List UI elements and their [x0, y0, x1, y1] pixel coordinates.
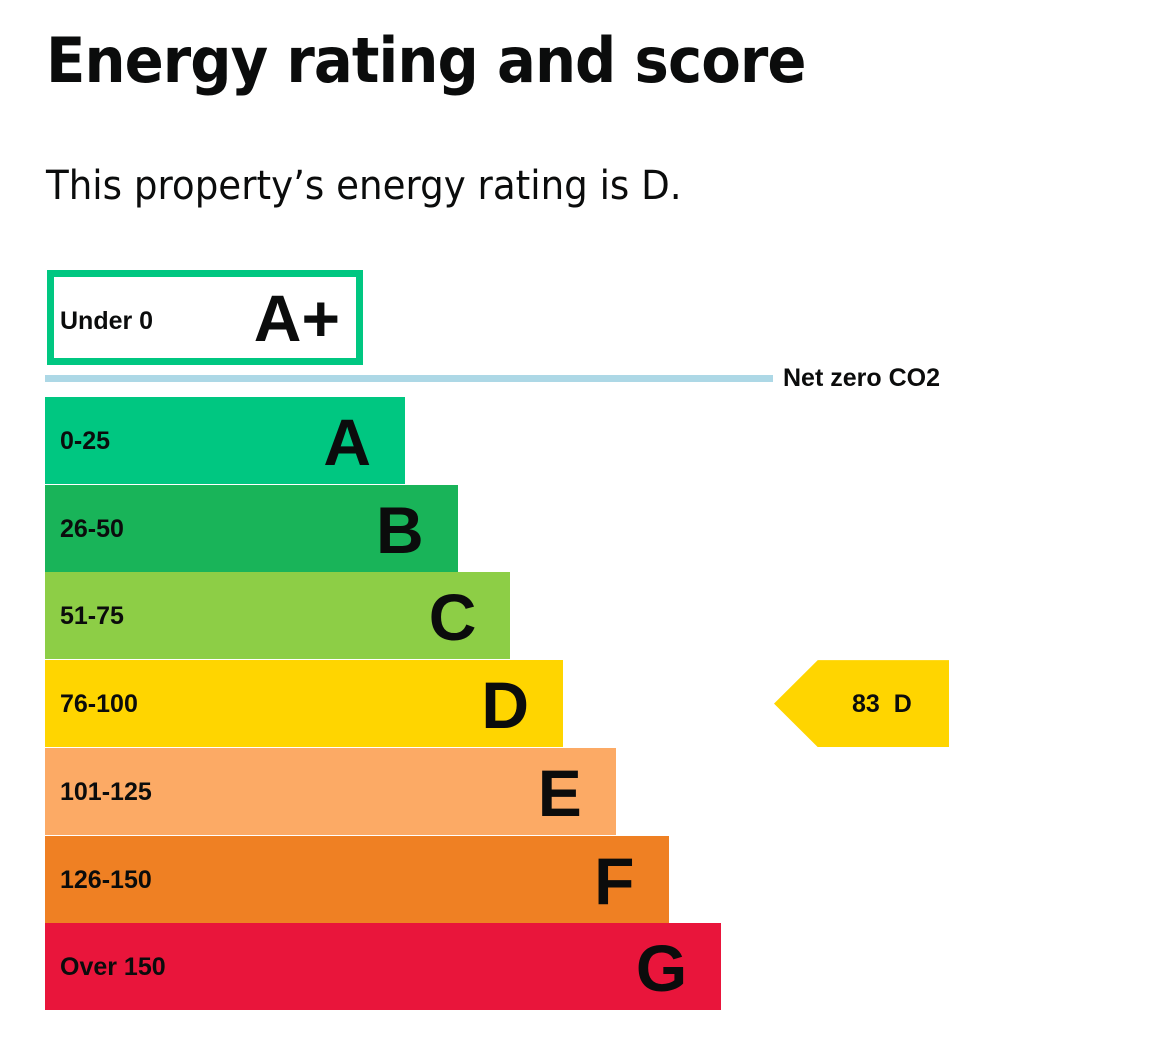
band-range: 51-75	[60, 602, 124, 631]
band-g: Over 150 G	[45, 923, 722, 1011]
band-a: 0-25 A	[45, 397, 405, 484]
band-d: 76-100 D	[45, 660, 564, 748]
band-b: 26-50 B	[45, 484, 458, 572]
band-c: 51-75 C	[45, 572, 511, 660]
band-range: 0-25	[60, 427, 111, 455]
band-range: 76-100	[60, 690, 138, 719]
band-letter: D	[481, 668, 530, 743]
band-letter: B	[376, 492, 424, 567]
band-f: 126-150 F	[45, 835, 669, 923]
band-range: 126-150	[60, 865, 152, 894]
net-zero-line	[45, 375, 773, 382]
band-range: Under 0	[60, 307, 154, 335]
current-rating-pointer: 83 D	[774, 660, 949, 748]
band-letter: E	[537, 755, 582, 830]
band-letter: G	[635, 931, 688, 1006]
page-title: Energy rating and score	[46, 24, 806, 97]
band-range: 26-50	[60, 514, 124, 543]
band-range: 101-125	[60, 777, 152, 806]
net-zero-label: Net zero CO2	[783, 364, 940, 392]
band-letter: A	[323, 405, 371, 479]
band-range: Over 150	[60, 953, 166, 982]
band-letter: A+	[253, 281, 340, 355]
current-rating-label: 83 D	[852, 690, 912, 719]
rating-summary: This property’s energy rating is D.	[46, 163, 682, 209]
band-letter: C	[428, 580, 477, 655]
band-letter: F	[594, 843, 635, 918]
band-a-plus: Under 0 A+	[47, 270, 363, 365]
band-e: 101-125 E	[45, 747, 616, 835]
